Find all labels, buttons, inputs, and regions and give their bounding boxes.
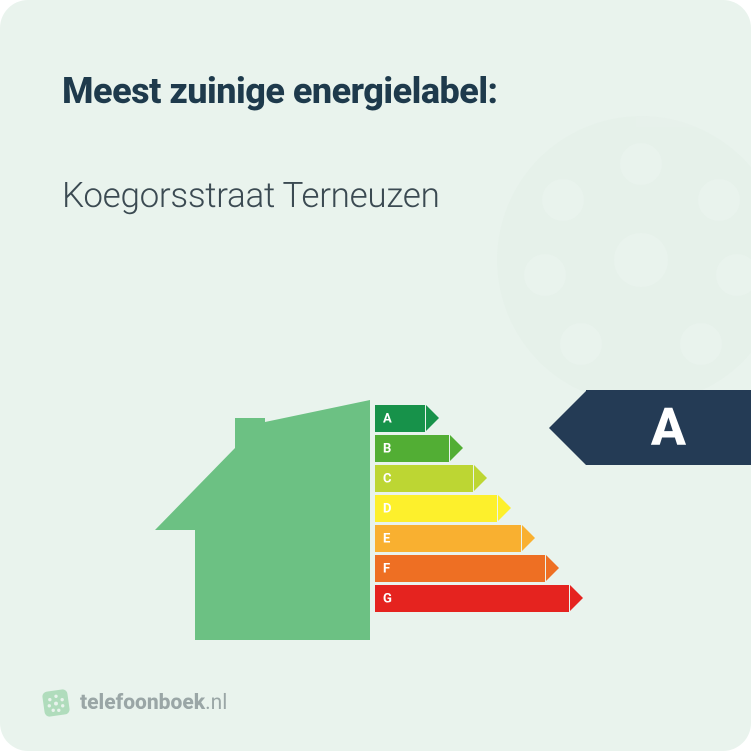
footer-brand-light: .nl — [205, 691, 227, 715]
energy-bar-label: B — [383, 441, 391, 456]
energy-bar-row: E — [375, 525, 569, 552]
result-badge: A — [549, 390, 751, 465]
energy-bar-label: G — [383, 591, 392, 606]
watermark-dial-icon — [491, 110, 751, 410]
energy-bar-row: C — [375, 465, 569, 492]
energy-bar — [375, 495, 497, 522]
energy-label-card: Meest zuinige energielabel: Koegorsstraa… — [0, 0, 751, 751]
energy-bar-label: C — [383, 471, 392, 486]
rotary-dial-icon — [42, 689, 70, 717]
energy-bars: ABCDEFG — [375, 405, 569, 615]
result-badge-arrowhead — [549, 391, 586, 465]
energy-bar-row: D — [375, 495, 569, 522]
card-subtitle: Koegorsstraat Terneuzen — [62, 175, 440, 216]
energy-bar-row: F — [375, 555, 569, 582]
energy-bar — [375, 555, 545, 582]
house-icon — [155, 400, 370, 640]
energy-bar-row: B — [375, 435, 569, 462]
energy-bar-row: A — [375, 405, 569, 432]
energy-bar-label: D — [383, 501, 391, 516]
energy-bar-label: E — [383, 531, 390, 546]
footer: telefoonboek.nl — [42, 689, 227, 717]
footer-brand-bold: telefoonboek — [80, 691, 205, 715]
card-title: Meest zuinige energielabel: — [62, 70, 498, 112]
footer-brand: telefoonboek.nl — [80, 691, 227, 715]
result-badge-body: A — [586, 390, 751, 465]
result-letter: A — [651, 397, 686, 458]
energy-bar-label: F — [383, 561, 390, 576]
energy-bar — [375, 525, 521, 552]
energy-bar-row: G — [375, 585, 569, 612]
energy-bar-label: A — [383, 411, 392, 426]
energy-bar — [375, 585, 569, 612]
